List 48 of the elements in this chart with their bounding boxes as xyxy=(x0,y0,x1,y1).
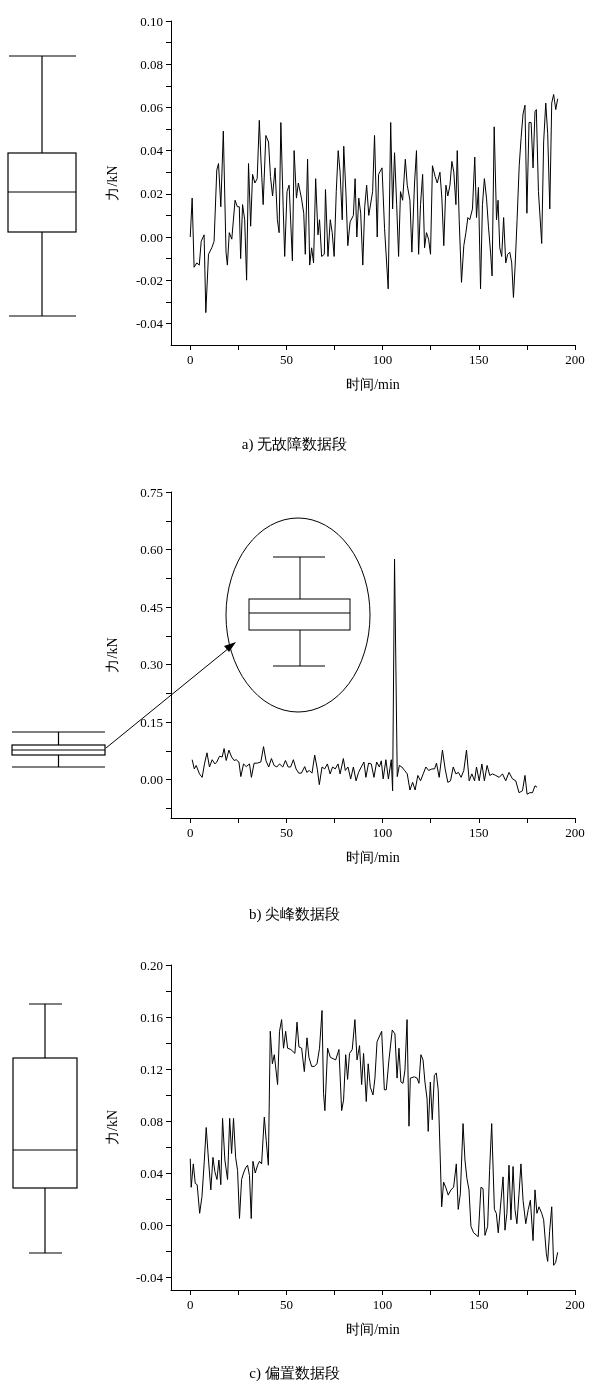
y-axis-title: 力/kN xyxy=(104,637,120,673)
y-tick-label: 0.00 xyxy=(140,229,163,245)
y-tick-label: 0.06 xyxy=(140,99,164,115)
y-tick-label: 0.08 xyxy=(140,56,163,72)
x-tick-label: 100 xyxy=(372,352,393,367)
y-tick-label: 0.30 xyxy=(140,657,163,673)
x-axis-title: 时间/min xyxy=(346,849,400,865)
x-tick-label: 50 xyxy=(279,1297,293,1312)
y-tick-label: 0.20 xyxy=(140,957,163,973)
y-tick-label: 0.00 xyxy=(140,1217,163,1233)
y-tick-label: 0.04 xyxy=(140,143,164,159)
x-tick-label: 150 xyxy=(469,352,489,367)
x-tick-label: 200 xyxy=(565,1297,585,1312)
y-tick-label: 0.75 xyxy=(140,484,163,500)
x-tick-label: 0 xyxy=(186,825,194,840)
x-tick-label: 150 xyxy=(469,825,489,840)
x-tick-label: 100 xyxy=(372,825,393,840)
y-tick-label: -0.02 xyxy=(135,272,163,288)
y-tick-label: 0.04 xyxy=(140,1165,164,1181)
text: a) 无故障数据段 xyxy=(241,435,348,453)
y-axis-title: 力/kN xyxy=(104,165,120,201)
text: b) 尖峰数据段 xyxy=(248,905,341,923)
x-tick-label: 200 xyxy=(565,352,585,367)
x-tick-label: 0 xyxy=(186,352,194,367)
y-axis-title: 力/kN xyxy=(104,1110,120,1145)
x-axis-title: 时间/min xyxy=(346,376,400,392)
y-tick-label: 0.08 xyxy=(140,1113,163,1129)
y-tick-label: 0.12 xyxy=(140,1061,163,1077)
y-tick-label: 0.00 xyxy=(140,772,163,788)
x-axis-title: 时间/min xyxy=(346,1321,400,1337)
x-tick-label: 50 xyxy=(279,352,293,367)
y-tick-label: -0.04 xyxy=(135,1269,164,1285)
line-series xyxy=(189,93,559,314)
x-tick-label: 100 xyxy=(372,1297,393,1312)
y-tick-label: 0.02 xyxy=(140,186,163,202)
y-tick-label: 0.16 xyxy=(140,1009,164,1025)
x-tick-label: 150 xyxy=(469,1297,489,1312)
x-tick-label: 200 xyxy=(565,825,585,840)
y-tick-label: 0.60 xyxy=(140,542,163,558)
y-tick-label: -0.04 xyxy=(135,315,164,331)
y-tick-label: 0.15 xyxy=(140,714,163,730)
text: c) 偏置数据段 xyxy=(249,1364,340,1382)
x-tick-label: 50 xyxy=(279,825,293,840)
y-tick-label: 0.10 xyxy=(140,13,163,29)
x-tick-label: 0 xyxy=(186,1297,194,1312)
line-series xyxy=(191,558,538,795)
line-series xyxy=(189,1010,559,1266)
y-tick-label: 0.45 xyxy=(140,599,163,615)
